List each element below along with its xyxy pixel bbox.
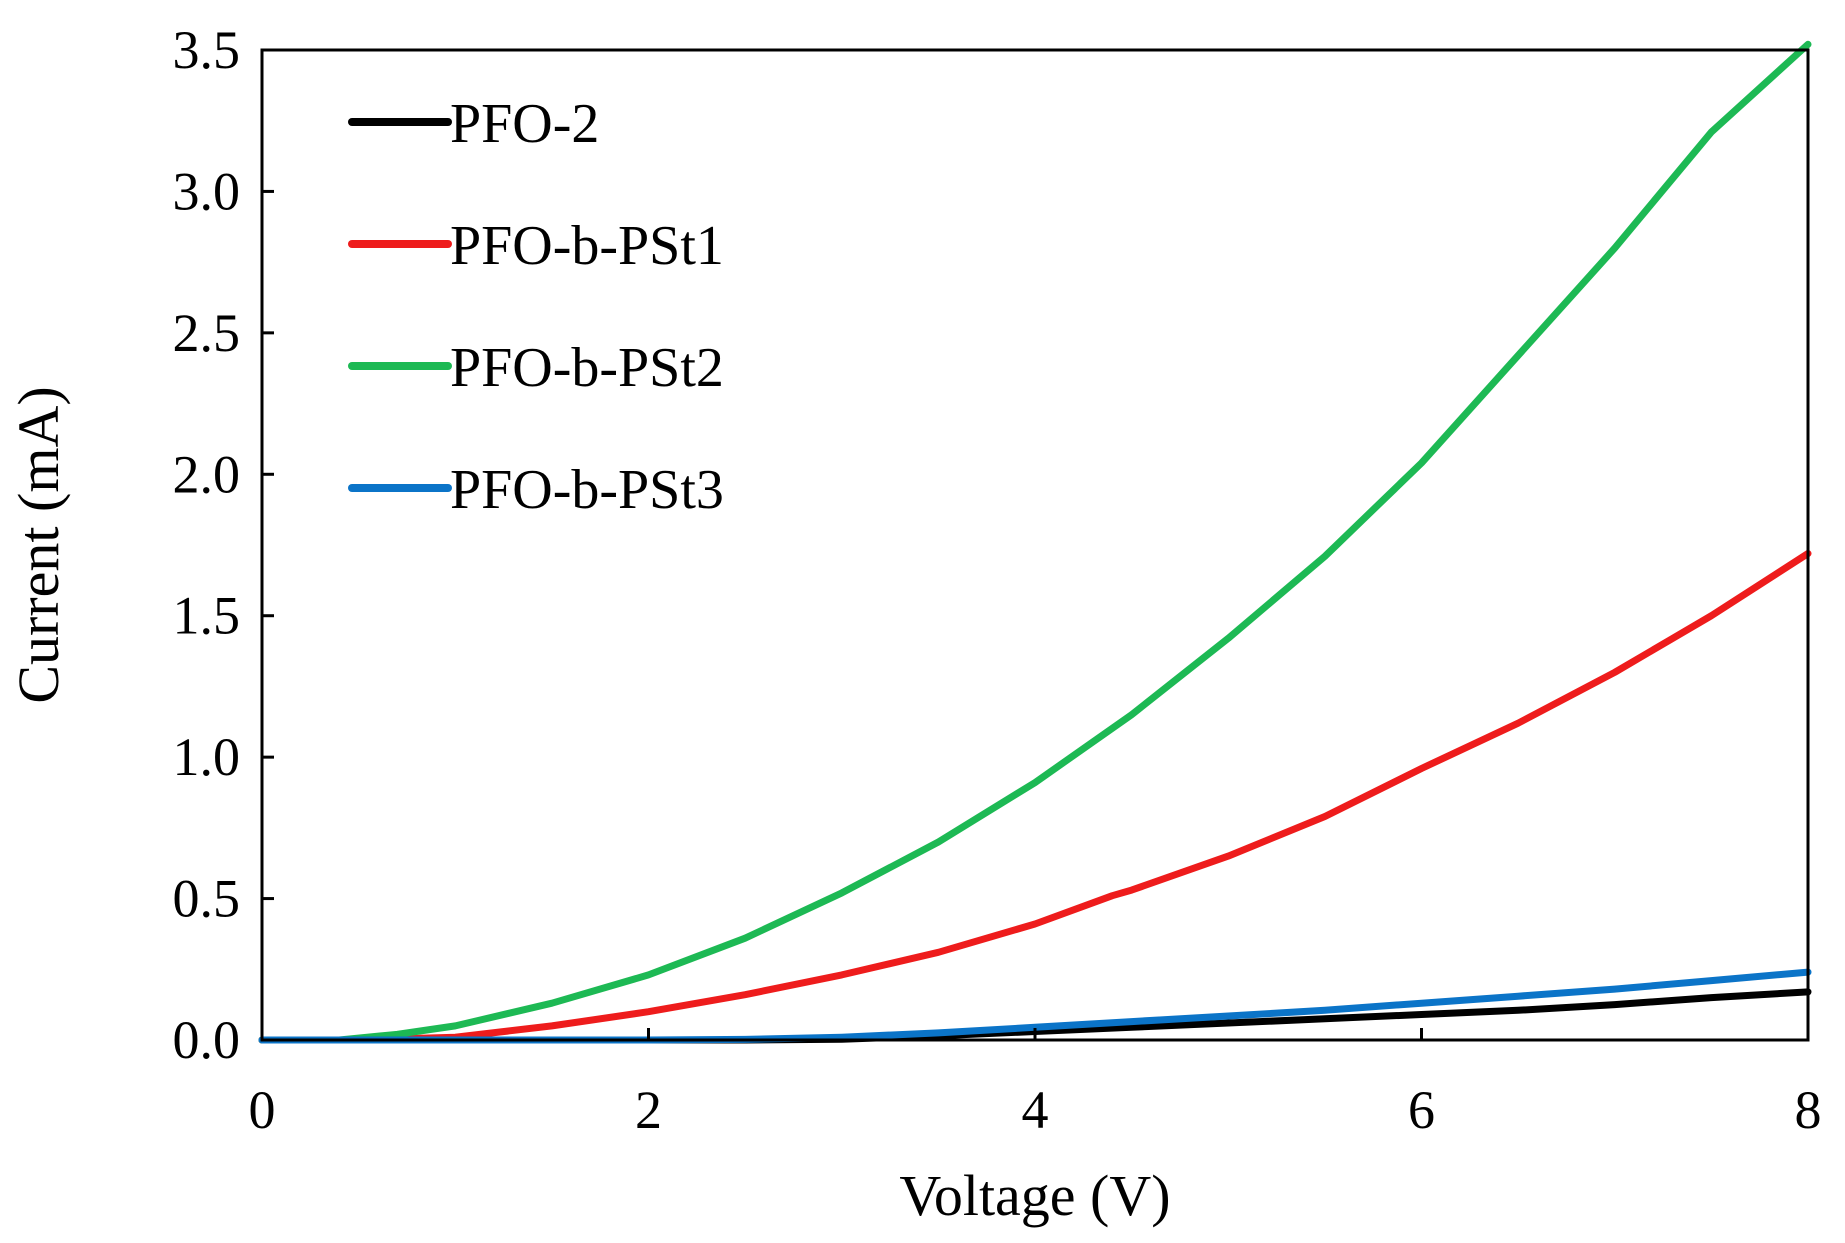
series-line-pfo-b-pst1 <box>258 550 1812 1044</box>
x-tick-label: 0 <box>249 1080 276 1140</box>
legend-label: PFO-b-PSt1 <box>450 215 724 277</box>
legend-label: PFO-b-PSt3 <box>450 459 724 521</box>
legend-label: PFO-2 <box>450 93 599 155</box>
y-axis-title: Current (mA) <box>6 386 71 703</box>
y-tick-label: 3.0 <box>173 161 241 221</box>
x-tick-label: 2 <box>635 1080 662 1140</box>
x-tick-label: 4 <box>1022 1080 1049 1140</box>
y-tick-label: 2.5 <box>173 303 241 363</box>
x-tick-label: 6 <box>1408 1080 1435 1140</box>
y-tick-label: 0.5 <box>173 869 241 929</box>
y-tick-label: 2.0 <box>173 444 241 504</box>
y-tick-label: 3.5 <box>173 20 241 80</box>
x-axis-title: Voltage (V) <box>899 1163 1170 1228</box>
y-tick-label: 0.0 <box>173 1010 241 1070</box>
series-layer <box>258 40 1812 1044</box>
legend-label: PFO-b-PSt2 <box>450 337 724 399</box>
y-axis: 0.0 0.5 1.0 1.5 2.0 2.5 3.0 3.5 <box>173 20 274 1070</box>
plot-frame <box>260 48 1810 1042</box>
x-axis: 0 2 4 6 8 <box>249 1028 1822 1140</box>
series-line-pfo-b-pst2 <box>258 40 1812 1044</box>
y-tick-label: 1.0 <box>173 727 241 787</box>
legend: PFO-2 PFO-b-PSt1 PFO-b-PSt2 PFO-b-PSt3 <box>348 93 724 521</box>
x-tick-label: 8 <box>1795 1080 1822 1140</box>
y-tick-label: 1.5 <box>173 586 241 646</box>
